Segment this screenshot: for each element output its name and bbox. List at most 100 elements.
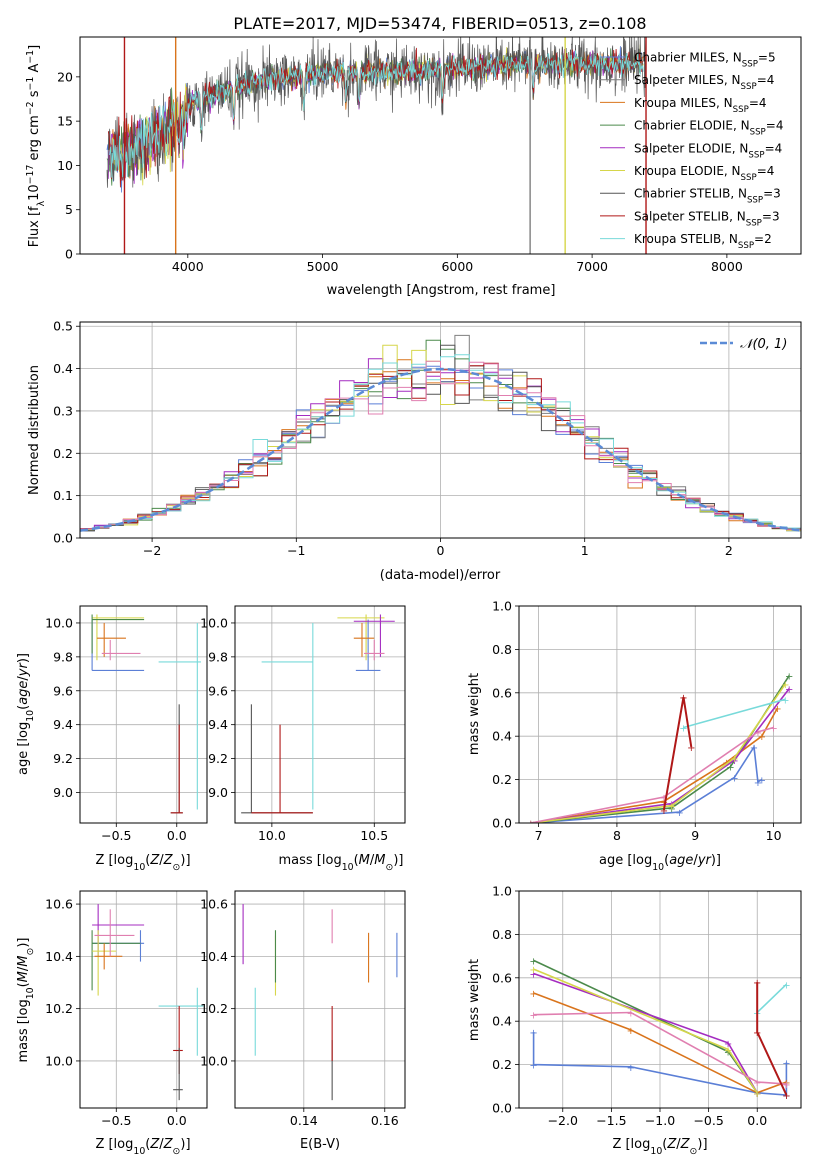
normal-curve — [80, 367, 801, 532]
series-line — [533, 972, 758, 1094]
y-tick-label: 0.4 — [492, 1014, 512, 1029]
series-line — [533, 968, 758, 1094]
y-tick-label: 0.8 — [492, 927, 512, 942]
series-line — [533, 1011, 787, 1085]
point-marker: + — [679, 724, 687, 735]
y-tick-label: 10.0 — [45, 615, 73, 630]
y-tick-label: 10.2 — [45, 1001, 73, 1016]
x-tick-label: −1.0 — [645, 1113, 675, 1128]
point-marker: + — [529, 1011, 537, 1022]
point-marker: + — [753, 1089, 761, 1100]
y-tick-label: 0.4 — [53, 361, 73, 376]
axes-frame — [518, 605, 802, 824]
ticks: 4000 5000 6000 7000 8000 0 5 10 15 20 — [57, 69, 743, 274]
series-line — [530, 707, 779, 823]
plot-age-vs-mass: 10.0 10.5 9.0 9.2 9.4 9.6 9.8 10.0 mass [log10(M… — [200, 605, 406, 873]
point-marker: + — [529, 956, 537, 967]
point-marker: + — [627, 1063, 635, 1074]
point-marker: + — [753, 1089, 761, 1100]
point-marker: + — [730, 754, 738, 765]
x-tick-label: 0.16 — [371, 1113, 399, 1128]
y-tick-label: 0.2 — [492, 772, 512, 787]
x-tick-label: 0.14 — [290, 1113, 318, 1128]
point-marker: + — [527, 819, 535, 830]
legend-entry: Chabrier ELODIE, NSSP=4 — [634, 119, 783, 138]
point-marker: + — [529, 989, 537, 1000]
point-marker: + — [785, 684, 793, 695]
point-marker: + — [527, 819, 535, 830]
point-marker: + — [529, 1028, 537, 1039]
x-tick-label: 7 — [535, 828, 543, 843]
x-axis-label: Z [log10(Z/Z⊙)] — [95, 853, 190, 873]
point-marker: + — [730, 756, 738, 767]
x-tick-label: −1 — [287, 543, 305, 558]
point-marker: + — [527, 819, 535, 830]
plot-content — [242, 904, 398, 1101]
y-axis-label: mass [log10(M/M⊙)] — [16, 938, 36, 1063]
ticks: 7 8 9 10 0.0 0.2 0.4 0.6 0.8 1.0 — [492, 599, 781, 844]
point-marker: + — [753, 978, 761, 989]
x-tick-label: 10 — [766, 828, 782, 843]
ticks: −2 −1 0 1 2 0.0 0.1 0.2 0.3 0.4 0.5 — [53, 319, 733, 558]
point-marker: + — [660, 806, 668, 817]
figure-title: PLATE=2017, MJD=53474, FIBERID=0513, z=0… — [233, 14, 646, 33]
y-tick-label: 0.6 — [492, 685, 512, 700]
plot-content — [91, 904, 204, 1101]
plot-content: ++++++++++++++++++++++++++ ++++++ — [527, 671, 793, 830]
x-tick-label: 7000 — [576, 259, 608, 274]
x-tick-label: 4000 — [172, 259, 204, 274]
y-tick-label: 9.0 — [53, 785, 73, 800]
x-axis-label: (data-model)/error — [380, 568, 501, 583]
y-tick-label: 9.8 — [53, 649, 73, 664]
plot-mass-vs-Z: −0.5 0.0 10.0 10.2 10.4 10.6 Z [log10(Z/Z⊙)] ma… — [16, 890, 208, 1157]
y-tick-label: 10.0 — [200, 1053, 228, 1068]
ticks: 0.14 0.16 10.0 10.2 10.4 10.6 — [200, 897, 399, 1128]
x-axis-label: mass [log10(M/M⊙)] — [279, 853, 404, 873]
series-line — [533, 959, 758, 1094]
point-marker: + — [753, 1089, 761, 1100]
y-tick-label: 9.2 — [53, 751, 73, 766]
point-marker: + — [660, 797, 668, 808]
grid — [235, 891, 405, 1108]
x-axis-label: E(B-V) — [300, 1137, 340, 1152]
point-marker: + — [782, 1080, 790, 1091]
legend-entry: Chabrier STELIB, NSSP=3 — [634, 187, 781, 206]
point-marker: + — [660, 793, 668, 804]
y-tick-label: 0.0 — [53, 531, 73, 546]
point-marker: + — [730, 773, 738, 784]
point-marker: + — [679, 693, 687, 704]
series-line — [530, 726, 774, 823]
point-marker: + — [754, 728, 762, 739]
axes-frame — [518, 890, 802, 1109]
y-axis-label: mass weight — [467, 673, 482, 755]
series-line — [756, 983, 787, 1014]
x-tick-label: 2 — [725, 543, 733, 558]
plot-content: ++ ++ ++++++++++++++++ ++ ++++++ — [529, 956, 790, 1102]
y-tick-label: 5 — [65, 202, 73, 217]
x-tick-label: 10.0 — [258, 828, 286, 843]
axes-frame — [79, 321, 802, 539]
y-tick-label: 9.6 — [208, 683, 228, 698]
ticks: −0.5 0.0 9.0 9.2 9.4 9.6 9.8 10.0 — [45, 615, 187, 843]
point-marker: + — [753, 1078, 761, 1089]
y-axis-label: Flux [fλ10−17 erg cm−2 s−1 A−1] — [25, 45, 47, 247]
y-tick-label: 0.0 — [492, 1101, 512, 1116]
point-marker: + — [754, 778, 762, 789]
y-tick-label: 9.8 — [208, 649, 228, 664]
point-marker: + — [753, 1028, 761, 1039]
point-marker: + — [726, 763, 734, 774]
plot-residual-histogram: −2 −1 0 1 2 0.0 0.1 0.2 0.3 0.4 0.5 𝒩(0, 1) (data-mo… — [27, 319, 802, 583]
point-marker: + — [773, 704, 781, 715]
point-marker: + — [668, 802, 676, 813]
y-tick-label: 9.6 — [53, 683, 73, 698]
x-tick-label: 1 — [581, 543, 589, 558]
y-tick-label: 0.1 — [53, 488, 73, 503]
y-tick-label: 9.4 — [208, 717, 228, 732]
ticks: −2.0 −1.5 −1.0 −0.5 0.0 0.0 0.2 0.4 0.6 0.8 1.0 — [492, 884, 767, 1129]
x-tick-label: 6000 — [441, 259, 473, 274]
point-marker: + — [724, 1048, 732, 1059]
y-tick-label: 20 — [57, 69, 73, 84]
point-marker: + — [527, 819, 535, 830]
point-marker: + — [782, 1091, 790, 1102]
